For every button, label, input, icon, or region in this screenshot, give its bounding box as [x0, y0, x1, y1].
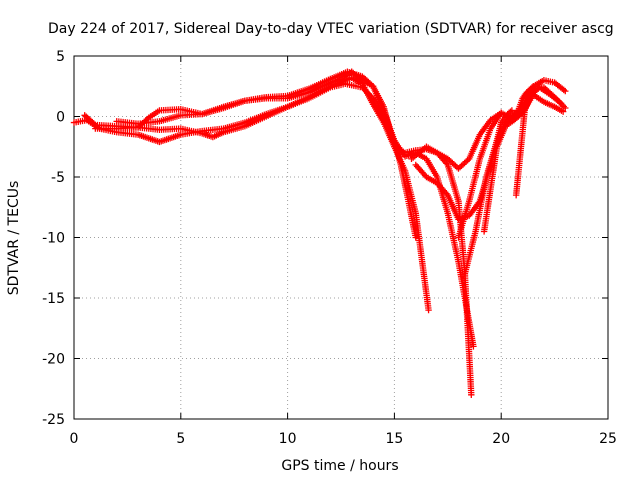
- data-marker: [513, 108, 521, 115]
- x-tick-label: 10: [279, 431, 297, 447]
- x-tick-label: 5: [176, 431, 185, 447]
- data-marker: [528, 84, 536, 91]
- x-tick-label: 20: [492, 431, 510, 447]
- data-point: [412, 234, 419, 241]
- data-point: [468, 391, 475, 398]
- plot-frame: [73, 55, 609, 420]
- data-point: [470, 343, 477, 350]
- data-points: [70, 68, 569, 398]
- data-point: [562, 87, 569, 95]
- y-tick-label: -20: [42, 352, 65, 368]
- x-tick-labels: 0 5 10 15 20 25: [70, 431, 617, 447]
- x-axis-label: GPS time / hours: [281, 458, 398, 474]
- y-tick-label: 0: [56, 110, 65, 126]
- x-tick-label: 25: [599, 431, 617, 447]
- y-tick-label: -5: [51, 170, 65, 186]
- data-point: [557, 99, 565, 107]
- chart-title: Day 224 of 2017, Sidereal Day-to-day VTE…: [48, 21, 614, 37]
- series-track-i: [512, 84, 565, 199]
- y-tick-labels: -25 -20 -15 -10 -5 0 5: [42, 49, 65, 428]
- x-tick-label: 15: [385, 431, 403, 447]
- data-point: [425, 306, 432, 314]
- x-tick-label: 0: [70, 431, 79, 447]
- y-axis-label: SDTVAR / TECUs: [6, 181, 22, 296]
- data-point: [508, 107, 516, 114]
- data-marker: [507, 108, 514, 115]
- series-track-d: [113, 68, 475, 398]
- y-tick-label: -25: [42, 412, 65, 428]
- y-tick-label: 5: [56, 49, 65, 65]
- y-tick-label: -10: [42, 231, 65, 247]
- series-track-e: [408, 109, 505, 172]
- series-track-j: [480, 91, 567, 235]
- y-tick-label: -15: [42, 291, 65, 307]
- data-point: [562, 104, 569, 112]
- data-point: [559, 108, 567, 115]
